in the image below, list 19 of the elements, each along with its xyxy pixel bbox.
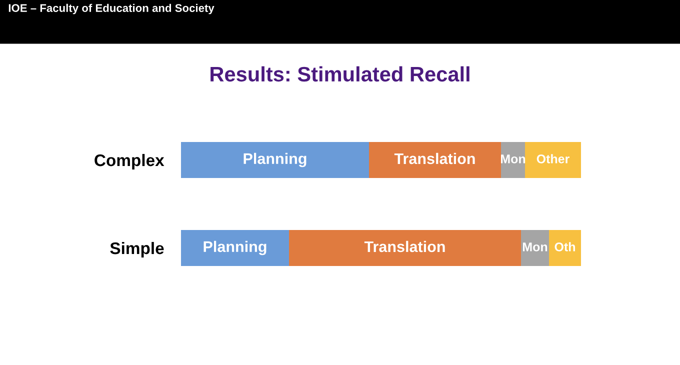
bar <box>289 230 521 266</box>
annotation: Translation <box>394 152 475 164</box>
y-tick-label: Simple <box>110 242 164 258</box>
bar <box>525 142 581 178</box>
annotation: Planning <box>244 152 306 168</box>
bar <box>181 142 369 178</box>
annotation: Planning <box>204 240 266 256</box>
annotation: Mon <box>522 242 548 252</box>
annotation: Mon <box>500 154 526 164</box>
y-tick-label: Complex <box>94 154 164 170</box>
bar <box>549 230 581 266</box>
bar <box>521 230 549 266</box>
bar <box>181 230 289 266</box>
annotation: Other <box>536 154 570 164</box>
text: IOE – Faculty of Education and Society <box>8 4 214 14</box>
bar <box>369 142 501 178</box>
annotation: Translation <box>364 240 445 252</box>
annotation: Oth <box>554 242 575 252</box>
chart-title: Results: Stimulated Recall <box>210 66 470 82</box>
